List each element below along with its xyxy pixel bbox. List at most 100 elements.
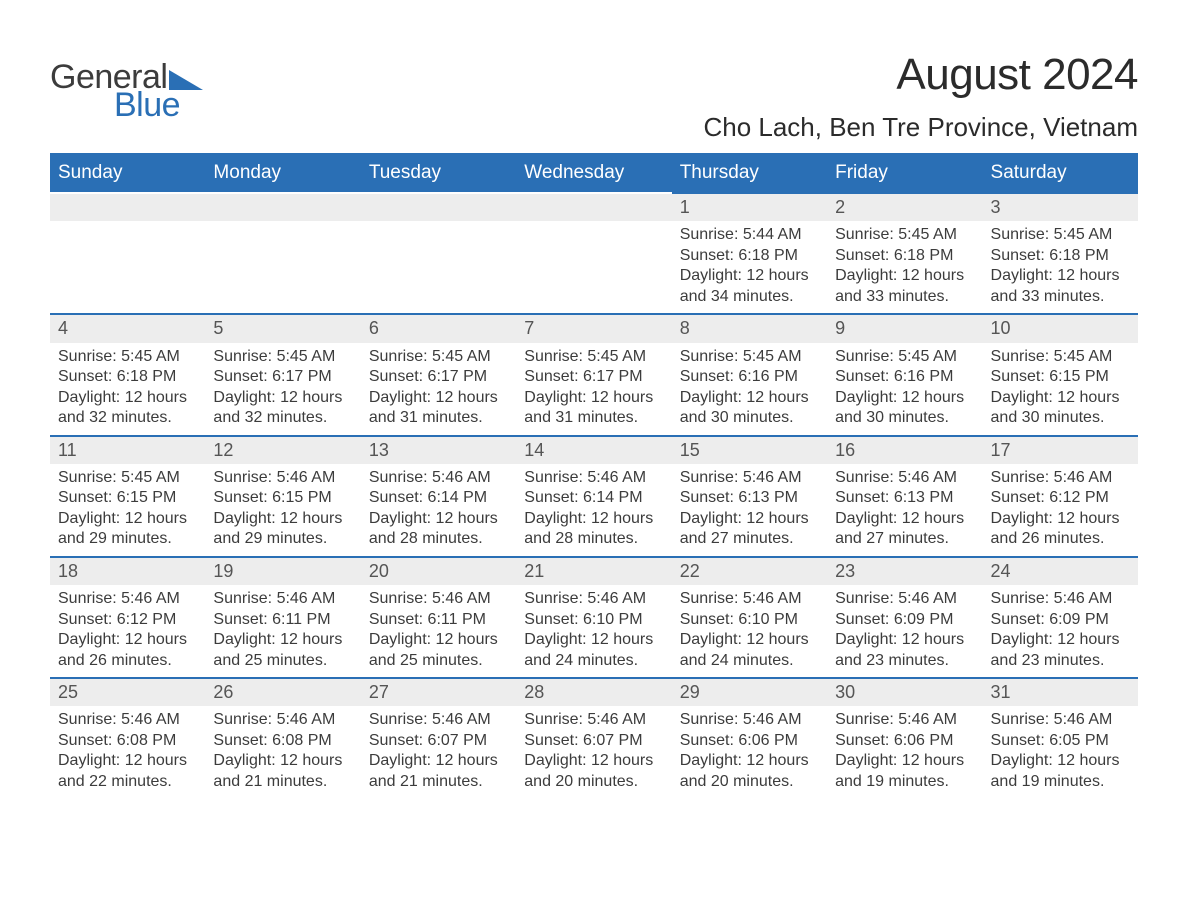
day-cell [361,192,516,313]
dl2-text: and 24 minutes. [524,651,663,671]
dl2-text: and 30 minutes. [835,408,974,428]
sunrise-text: Sunrise: 5:45 AM [58,347,197,367]
day-strip: 7 [516,313,671,342]
day-cell: 3Sunrise: 5:45 AMSunset: 6:18 PMDaylight… [983,192,1138,313]
day-cell: 29Sunrise: 5:46 AMSunset: 6:06 PMDayligh… [672,677,827,798]
day-details: Sunrise: 5:46 AMSunset: 6:08 PMDaylight:… [50,706,205,798]
sunset-text: Sunset: 6:15 PM [58,488,197,508]
sunrise-text: Sunrise: 5:45 AM [524,347,663,367]
header-row: General Blue August 2024 Cho Lach, Ben T… [50,50,1138,143]
sunrise-text: Sunrise: 5:46 AM [369,468,508,488]
dl1-text: Daylight: 12 hours [680,751,819,771]
sunset-text: Sunset: 6:13 PM [835,488,974,508]
day-strip: 19 [205,556,360,585]
week-row: 4Sunrise: 5:45 AMSunset: 6:18 PMDaylight… [50,313,1138,434]
day-strip: 14 [516,435,671,464]
day-number: 19 [205,558,360,585]
dl2-text: and 20 minutes. [524,772,663,792]
sunrise-text: Sunrise: 5:45 AM [991,347,1130,367]
day-cell [50,192,205,313]
sunrise-text: Sunrise: 5:46 AM [213,468,352,488]
sunset-text: Sunset: 6:11 PM [369,610,508,630]
day-cell: 8Sunrise: 5:45 AMSunset: 6:16 PMDaylight… [672,313,827,434]
day-number: 30 [827,679,982,706]
day-strip: 10 [983,313,1138,342]
day-strip: 26 [205,677,360,706]
brand-logo: General Blue [50,50,203,122]
sunrise-text: Sunrise: 5:46 AM [835,468,974,488]
sunrise-text: Sunrise: 5:46 AM [58,589,197,609]
sunset-text: Sunset: 6:09 PM [991,610,1130,630]
sunset-text: Sunset: 6:08 PM [213,731,352,751]
day-cell: 10Sunrise: 5:45 AMSunset: 6:15 PMDayligh… [983,313,1138,434]
sunset-text: Sunset: 6:10 PM [524,610,663,630]
dl1-text: Daylight: 12 hours [213,388,352,408]
sunset-text: Sunset: 6:18 PM [680,246,819,266]
day-details: Sunrise: 5:46 AMSunset: 6:12 PMDaylight:… [983,464,1138,556]
dl1-text: Daylight: 12 hours [213,630,352,650]
dl2-text: and 31 minutes. [524,408,663,428]
day-number: 16 [827,437,982,464]
dl2-text: and 27 minutes. [680,529,819,549]
sunset-text: Sunset: 6:09 PM [835,610,974,630]
weekday-label: Saturday [983,156,1138,192]
day-cell: 6Sunrise: 5:45 AMSunset: 6:17 PMDaylight… [361,313,516,434]
sunset-text: Sunset: 6:17 PM [213,367,352,387]
dl2-text: and 29 minutes. [213,529,352,549]
dl2-text: and 21 minutes. [369,772,508,792]
sunset-text: Sunset: 6:14 PM [524,488,663,508]
day-details: Sunrise: 5:46 AMSunset: 6:14 PMDaylight:… [361,464,516,556]
day-details: Sunrise: 5:46 AMSunset: 6:06 PMDaylight:… [672,706,827,798]
sunset-text: Sunset: 6:08 PM [58,731,197,751]
dl2-text: and 20 minutes. [680,772,819,792]
dl2-text: and 29 minutes. [58,529,197,549]
dl2-text: and 22 minutes. [58,772,197,792]
dl2-text: and 26 minutes. [58,651,197,671]
day-details: Sunrise: 5:46 AMSunset: 6:10 PMDaylight:… [516,585,671,677]
dl2-text: and 24 minutes. [680,651,819,671]
day-strip: 1 [672,192,827,221]
day-strip: 16 [827,435,982,464]
day-details: Sunrise: 5:46 AMSunset: 6:07 PMDaylight:… [516,706,671,798]
day-number [361,194,516,221]
dl1-text: Daylight: 12 hours [524,630,663,650]
day-cell: 12Sunrise: 5:46 AMSunset: 6:15 PMDayligh… [205,435,360,556]
dl2-text: and 30 minutes. [991,408,1130,428]
day-number: 28 [516,679,671,706]
dl1-text: Daylight: 12 hours [58,630,197,650]
day-number: 5 [205,315,360,342]
day-cell: 13Sunrise: 5:46 AMSunset: 6:14 PMDayligh… [361,435,516,556]
weekday-label: Tuesday [361,156,516,192]
sunset-text: Sunset: 6:18 PM [835,246,974,266]
sunset-text: Sunset: 6:15 PM [213,488,352,508]
dl1-text: Daylight: 12 hours [58,751,197,771]
sunset-text: Sunset: 6:11 PM [213,610,352,630]
dl2-text: and 25 minutes. [213,651,352,671]
day-details: Sunrise: 5:45 AMSunset: 6:17 PMDaylight:… [361,343,516,435]
day-number: 3 [983,194,1138,221]
day-strip: 8 [672,313,827,342]
day-number: 8 [672,315,827,342]
sunset-text: Sunset: 6:16 PM [835,367,974,387]
day-details: Sunrise: 5:45 AMSunset: 6:15 PMDaylight:… [50,464,205,556]
day-details: Sunrise: 5:46 AMSunset: 6:11 PMDaylight:… [361,585,516,677]
sunrise-text: Sunrise: 5:46 AM [680,468,819,488]
dl1-text: Daylight: 12 hours [835,509,974,529]
sunset-text: Sunset: 6:17 PM [524,367,663,387]
day-details: Sunrise: 5:46 AMSunset: 6:15 PMDaylight:… [205,464,360,556]
day-strip: 3 [983,192,1138,221]
day-details: Sunrise: 5:46 AMSunset: 6:09 PMDaylight:… [983,585,1138,677]
day-cell: 31Sunrise: 5:46 AMSunset: 6:05 PMDayligh… [983,677,1138,798]
day-cell: 20Sunrise: 5:46 AMSunset: 6:11 PMDayligh… [361,556,516,677]
sunset-text: Sunset: 6:10 PM [680,610,819,630]
day-strip: 30 [827,677,982,706]
dl2-text: and 32 minutes. [213,408,352,428]
dl2-text: and 19 minutes. [991,772,1130,792]
sunrise-text: Sunrise: 5:46 AM [680,710,819,730]
brand-text-2: Blue [114,88,203,122]
dl1-text: Daylight: 12 hours [835,630,974,650]
dl2-text: and 26 minutes. [991,529,1130,549]
day-strip: 12 [205,435,360,464]
day-number: 9 [827,315,982,342]
day-strip [205,192,360,221]
